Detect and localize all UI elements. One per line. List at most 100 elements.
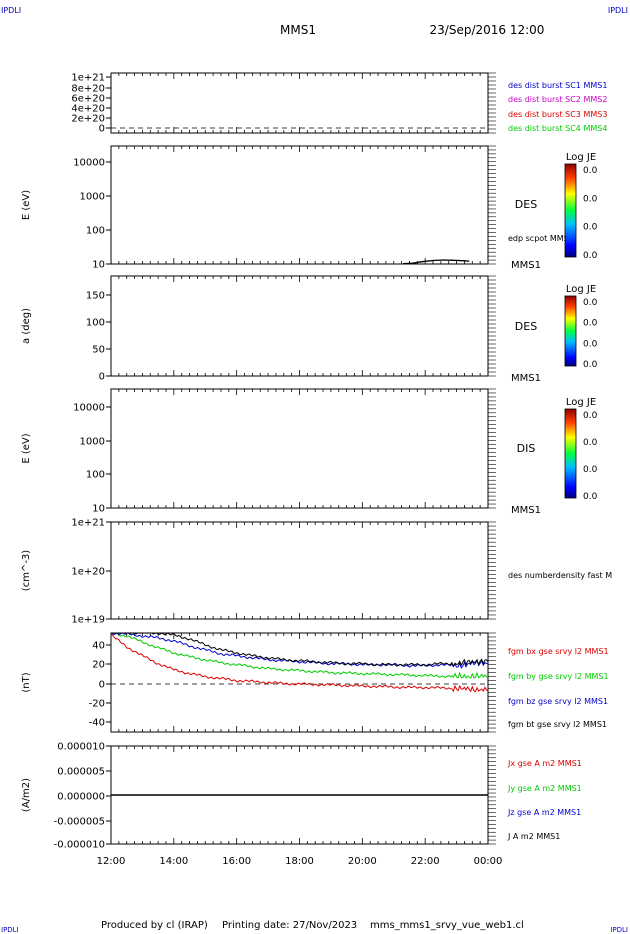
legend-entry: fgm bx gse srvy l2 MMS1 — [508, 647, 609, 656]
y-tick-label: 10000 — [73, 158, 105, 169]
spacecraft-sublabel: MMS1 — [511, 373, 541, 384]
spacecraft-sublabel: MMS1 — [511, 260, 541, 271]
logo-right: IPDLI — [608, 6, 628, 15]
mag-series-bz — [110, 632, 489, 670]
time-tick-label: 00:00 — [474, 856, 503, 867]
footer-logo-right: IPDLI — [610, 926, 628, 934]
legend-entry: fgm by gse srvy l2 MMS1 — [508, 672, 609, 681]
y-tick-label: 0 — [99, 372, 105, 383]
y-tick-label: 50 — [92, 345, 105, 356]
logo-left: IPDLI — [1, 6, 21, 15]
y-tick-label: -0.000010 — [54, 840, 105, 851]
colorbar-title: Log JE — [566, 284, 596, 295]
y-axis-label: (nT) — [21, 672, 32, 692]
panel-p2: 10000 1000 100 10 E (eV) DES MMS1 edp scpot MMS… — [21, 145, 598, 271]
footer-filename: mms_mms1_srvy_vue_web1.cl — [370, 920, 524, 931]
y-axis-label: E (eV) — [21, 190, 32, 220]
spacecraft-sublabel: MMS1 — [511, 505, 541, 516]
footer-produced: Produced by cl (IRAP) — [101, 920, 208, 931]
panel-frame — [110, 632, 489, 733]
y-tick-label: 20 — [92, 660, 105, 671]
y-tick-label: 0 — [99, 124, 105, 135]
y-tick-label: 1e+20 — [71, 567, 105, 578]
time-tick-label: 14:00 — [159, 856, 188, 867]
colorbar — [564, 408, 577, 499]
legend-entry: Jy gse A m2 MMS1 — [507, 784, 582, 793]
y-tick-label: 10 — [92, 504, 105, 515]
y-tick-label: 10000 — [73, 403, 105, 414]
y-tick-label: -40 — [89, 718, 105, 729]
time-tick-label: 22:00 — [411, 856, 440, 867]
time-tick-label: 18:00 — [285, 856, 314, 867]
y-tick-label: 1e+21 — [71, 518, 105, 529]
y-tick-label: 8e+20 — [71, 84, 105, 95]
datetime-title: 23/Sep/2016 12:00 — [430, 23, 545, 37]
legend-entry: J A m2 MMS1 — [507, 832, 560, 841]
legend-entry: des dist burst SC2 MMS2 — [508, 95, 607, 104]
colorbar — [564, 295, 577, 367]
y-tick-label: 100 — [86, 226, 105, 237]
colorbar-tick: 0.0 — [583, 298, 598, 308]
y-axis-label: (cm^-3) — [21, 550, 32, 591]
mag-series-bx — [110, 634, 489, 693]
colorbar-tick: 0.0 — [583, 194, 598, 204]
colorbar-tick: 0.0 — [583, 251, 598, 261]
colorbar-title: Log JE — [566, 152, 596, 163]
y-tick-label: 1e+21 — [71, 73, 105, 84]
y-tick-label: 10 — [92, 260, 105, 271]
colorbar-tick: 0.0 — [583, 411, 598, 421]
header: IPDLI IPDLI MMS1 23/Sep/2016 12:00 — [1, 6, 628, 37]
legend-entry: des dist burst SC1 MMS1 — [508, 81, 607, 90]
panel-frame — [110, 145, 489, 265]
legend-entry: fgm bt gse srvy l2 MMS1 — [508, 720, 607, 729]
time-tick-label: 20:00 — [348, 856, 377, 867]
time-tick-label: 16:00 — [222, 856, 251, 867]
panel-p6: 40 20 0 -20 -40 (nT) fgm bx gse srvy l2 MMS1 fg… — [21, 632, 609, 733]
y-tick-label: 1000 — [80, 437, 105, 448]
y-tick-label: 0 — [99, 680, 105, 691]
colorbar-tick: 0.0 — [583, 360, 598, 370]
panel-frame — [110, 388, 489, 509]
legend-entry: des dist burst SC3 MMS3 — [508, 110, 607, 119]
panel-frame — [110, 72, 489, 134]
legend-entry: Jx gse A m2 MMS1 — [507, 759, 582, 768]
y-tick-label: 0.000000 — [57, 792, 105, 803]
y-tick-label: 150 — [86, 291, 105, 302]
mag-series-by — [111, 632, 489, 679]
legend-entry: Jz gse A m2 MMS1 — [507, 808, 581, 817]
colorbar — [564, 163, 577, 258]
overlay-label: edp scpot MMS1 — [508, 234, 574, 243]
y-axis-label: E (eV) — [21, 433, 32, 463]
colorbar-tick: 0.0 — [583, 319, 598, 329]
y-tick-label: 6e+20 — [71, 94, 105, 105]
y-tick-label: 1e+19 — [71, 615, 105, 626]
panel-frame — [110, 275, 489, 377]
mag-series-bt — [111, 632, 489, 668]
y-tick-label: 100 — [86, 318, 105, 329]
colorbar-tick: 0.0 — [583, 223, 598, 233]
y-tick-label: 0.000010 — [57, 742, 105, 753]
panel-frame — [110, 521, 489, 620]
y-tick-label: 0.000005 — [57, 767, 105, 778]
panel-p4: 10000 1000 100 10 E (eV) DIS MMS1 Log JE 0.0 0.0 0… — [21, 388, 598, 516]
legend-entry: des dist burst SC4 MMS4 — [508, 124, 607, 133]
panel-p7: 0.000010 0.000005 0.000000 -0.000005 -0.0000… — [21, 742, 582, 851]
footer: Produced by cl (IRAP) Printing date: 27/… — [1, 920, 628, 934]
time-tick-label: 12:00 — [97, 856, 126, 867]
instrument-label: DIS — [517, 442, 536, 455]
y-axis-label: (A/m2) — [21, 778, 32, 812]
y-tick-label: -0.000005 — [54, 817, 105, 828]
colorbar-tick: 0.0 — [583, 465, 598, 475]
colorbar-tick: 0.0 — [583, 166, 598, 176]
spacecraft-title: MMS1 — [280, 23, 316, 37]
y-tick-label: 1000 — [80, 192, 105, 203]
y-tick-label: 4e+20 — [71, 104, 105, 115]
panel-p3: 150 100 50 0 a (deg) DES MMS1 Log JE 0.0 0.0 0.0 0.… — [21, 275, 598, 384]
y-tick-label: 40 — [92, 641, 105, 652]
colorbar-tick: 0.0 — [583, 492, 598, 502]
y-tick-label: 2e+20 — [71, 114, 105, 125]
footer-logo-left: IPDLI — [1, 926, 19, 934]
